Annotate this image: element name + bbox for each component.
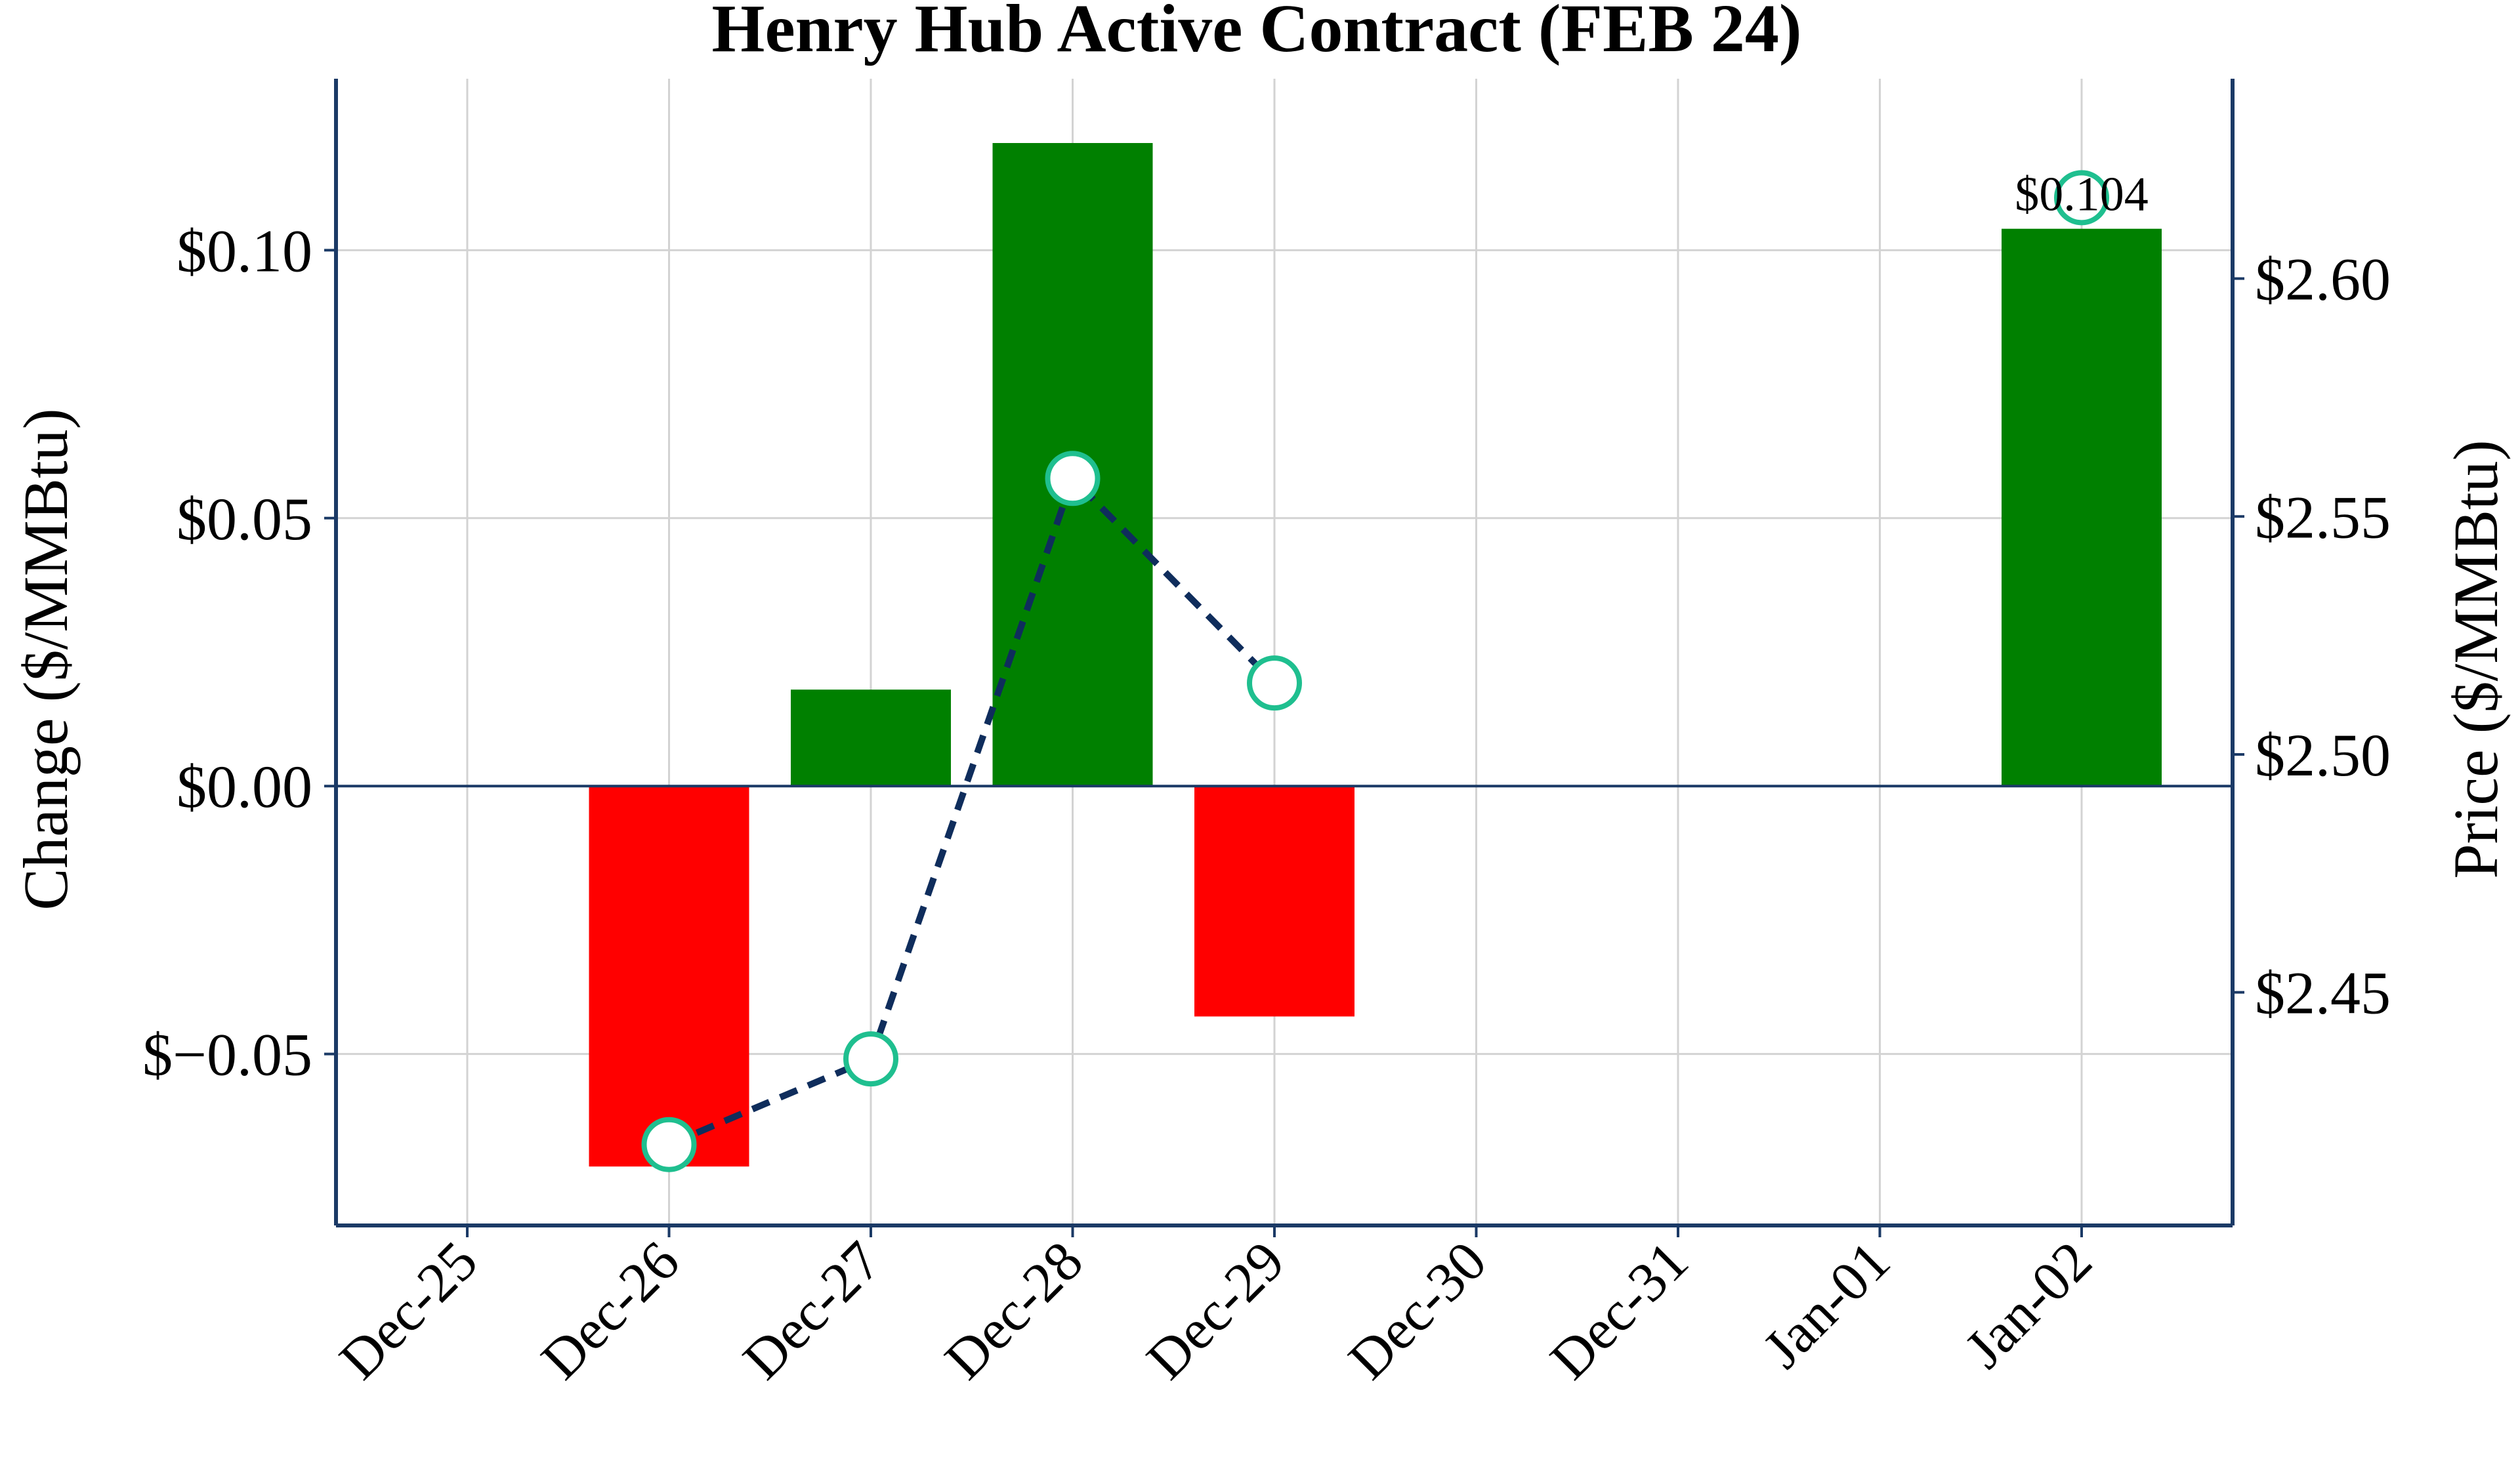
y-left-tick-label: $−0.05 xyxy=(142,1021,312,1088)
price-series-point xyxy=(2054,170,2109,226)
x-tick-label: Dec-31 xyxy=(1538,1229,1700,1391)
y-right-tick-label: $2.60 xyxy=(2255,246,2391,313)
x-tick-label: Jan-02 xyxy=(1952,1229,2103,1380)
chart-title: Henry Hub Active Contract (FEB 24) xyxy=(712,0,1802,66)
x-tick-label: Dec-28 xyxy=(933,1229,1095,1391)
y-left-tick-label: $0.05 xyxy=(177,485,312,552)
negative-change-bar xyxy=(1194,786,1354,1017)
axis-layer xyxy=(324,79,2244,1237)
x-tick-label: Dec-27 xyxy=(731,1229,893,1391)
price-line-layer xyxy=(641,170,2109,1172)
y-right-tick-label: $2.45 xyxy=(2255,960,2391,1027)
y-left-tick-label: $0.10 xyxy=(177,217,312,284)
x-tick-label: Dec-26 xyxy=(529,1229,691,1391)
bar-layer xyxy=(589,143,2162,1167)
x-tick-label: Jan-01 xyxy=(1751,1229,1902,1380)
x-tick-label: Dec-29 xyxy=(1135,1229,1297,1391)
positive-change-bar xyxy=(2002,228,2162,787)
price-series-point xyxy=(641,1117,697,1172)
price-series-point xyxy=(1247,655,1302,711)
y-axis-left-label: Change ($/MMBtu) xyxy=(10,408,81,910)
y-left-tick-label: $0.00 xyxy=(177,753,312,820)
bar-value-label: $0.104 xyxy=(2015,168,2149,222)
y-axis-right-label: Price ($/MMBtu) xyxy=(2441,440,2511,878)
negative-change-bar xyxy=(589,786,749,1167)
price-series-point xyxy=(1045,451,1101,506)
price-series-line xyxy=(667,472,1277,1148)
price-series-point xyxy=(843,1031,898,1087)
y-right-tick-label: $2.50 xyxy=(2255,722,2391,789)
x-tick-label: Dec-30 xyxy=(1336,1229,1498,1391)
x-tick-label: Dec-25 xyxy=(327,1229,490,1391)
positive-change-bar xyxy=(791,689,951,787)
y-right-tick-label: $2.55 xyxy=(2255,483,2391,550)
